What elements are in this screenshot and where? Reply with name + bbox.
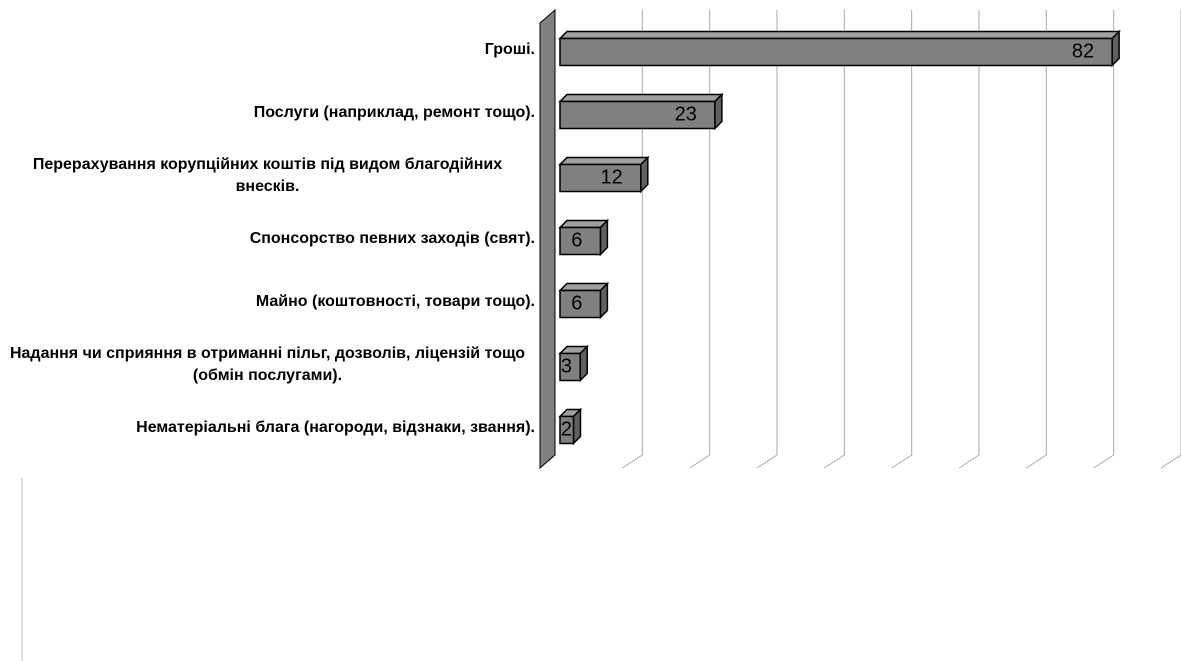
bar-face [559,100,716,130]
category-label: Послуги (наприклад, ремонт тощо). [253,104,535,121]
value-label: 2 [561,418,572,440]
bar-face [579,344,588,383]
category-label: Нематеріальні блага (нагороди, відзнаки,… [136,419,535,436]
grid-line [689,10,711,469]
grid-line [891,10,913,469]
bar-face [559,352,581,382]
bar-face [559,37,1113,67]
value-label: 23 [675,103,697,125]
grid-line [958,10,980,469]
bar-face [558,156,650,166]
grid-line [756,10,778,469]
bar-face [572,407,582,446]
bar-face [558,93,724,103]
bar-face [714,92,723,131]
value-label: 12 [601,166,623,188]
value-label: 6 [571,292,582,314]
bar [558,29,1121,68]
bar-face [559,226,602,256]
value-label: 3 [561,355,572,377]
bar [558,155,650,194]
bar-face [559,289,602,319]
bar-face [640,155,649,194]
value-label: 82 [1072,40,1094,62]
bar-face [558,219,610,229]
wall [539,8,556,470]
bar [558,92,724,131]
grid-line [824,10,845,469]
bar-face [599,281,609,320]
bar-face [559,415,575,445]
value-label: 6 [571,229,582,251]
grid-line [1160,10,1181,469]
grid-line [1093,10,1115,469]
grid-line [622,10,643,469]
bar-face [559,163,642,193]
category-label: Надання чи сприяння в отриманні пільг, д… [9,345,526,384]
bar-face [558,30,1121,40]
bar-face [558,282,610,292]
bar-face [1111,29,1120,68]
category-label: Перерахування корупційних коштів під вид… [32,156,503,195]
bar [558,407,583,446]
bar [558,218,610,257]
bar [558,344,590,383]
category-label: Майно (коштовності, товари тощо). [255,293,535,310]
grid-line [1026,10,1047,469]
category-label: Гроші. [484,41,535,58]
bar-face [599,218,609,257]
bar [558,281,610,320]
category-label: Спонсорство певних заходів (свят). [249,230,535,247]
